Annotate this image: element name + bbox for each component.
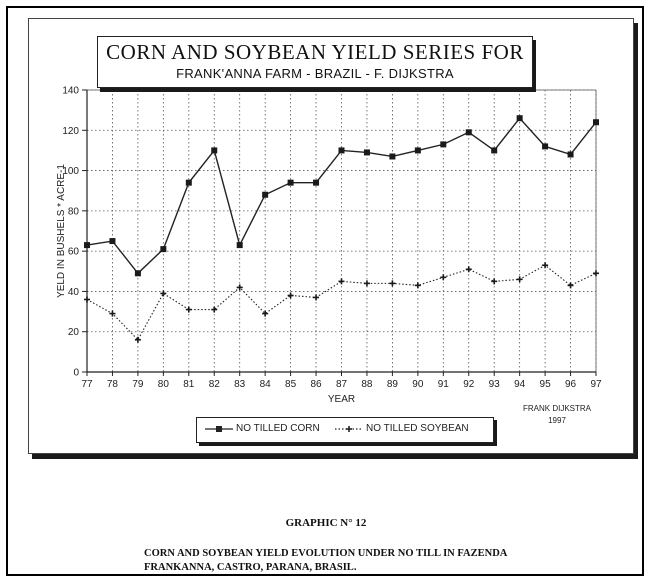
data-point-corn — [185, 179, 192, 186]
data-point-corn — [414, 147, 421, 154]
data-point-soybean — [109, 310, 116, 317]
data-point-soybean — [363, 280, 370, 287]
credit-year: 1997 — [548, 416, 566, 425]
data-point-soybean — [211, 306, 218, 313]
data-point-corn — [211, 147, 218, 154]
x-tick-label: 78 — [107, 379, 119, 390]
chart-frame — [28, 18, 634, 454]
y-tick-label: 100 — [62, 166, 79, 177]
data-point-corn — [262, 191, 269, 198]
x-axis-label: YEAR — [328, 394, 355, 405]
data-point-soybean — [160, 290, 167, 297]
legend-square-marker-icon — [205, 425, 233, 432]
data-point-soybean — [440, 274, 447, 281]
y-tick-label: 60 — [68, 247, 80, 258]
caption-line-1: CORN AND SOYBEAN YIELD EVOLUTION UNDER N… — [144, 548, 508, 559]
y-tick-label: 0 — [73, 368, 79, 379]
data-point-soybean — [313, 294, 320, 301]
caption-line-2: FRANKANNA, CASTRO, PARANA, BRASIL. — [144, 562, 357, 573]
x-tick-label: 95 — [540, 379, 552, 390]
y-tick-label: 40 — [68, 287, 80, 298]
data-point-corn — [160, 246, 167, 253]
x-tick-label: 96 — [565, 379, 577, 390]
x-tick-label: 92 — [463, 379, 475, 390]
data-point-soybean — [567, 282, 574, 289]
legend-item-corn: NO TILLED CORN — [205, 423, 320, 434]
x-tick-label: 86 — [310, 379, 322, 390]
data-point-corn — [236, 242, 243, 249]
chart-legend: NO TILLED CORN NO TILLED SOYBEAN — [196, 417, 494, 443]
legend-item-soybean: NO TILLED SOYBEAN — [335, 423, 469, 434]
data-point-soybean — [185, 306, 192, 313]
data-point-soybean — [542, 262, 549, 269]
y-tick-label: 140 — [62, 86, 79, 97]
data-point-soybean — [491, 278, 498, 285]
data-point-soybean — [516, 276, 523, 283]
y-tick-label: 80 — [68, 206, 80, 217]
x-tick-label: 90 — [412, 379, 424, 390]
legend-label-soybean: NO TILLED SOYBEAN — [366, 423, 469, 434]
data-point-corn — [134, 270, 141, 277]
data-point-corn — [363, 149, 370, 156]
y-tick-label: 20 — [68, 327, 80, 338]
chart-title: CORN AND SOYBEAN YIELD SERIES FOR — [106, 40, 524, 64]
x-tick-label: 87 — [336, 379, 348, 390]
data-point-corn — [84, 242, 90, 249]
data-point-soybean — [236, 284, 243, 291]
x-tick-label: 79 — [132, 379, 144, 390]
legend-plus-marker-icon — [335, 425, 363, 432]
x-tick-label: 82 — [209, 379, 221, 390]
data-point-corn — [389, 153, 396, 160]
data-point-corn — [338, 147, 345, 154]
y-tick-label: 120 — [62, 126, 79, 137]
data-point-soybean — [414, 282, 421, 289]
data-point-soybean — [287, 292, 294, 299]
caption-title: GRAPHIC N° 12 — [285, 517, 367, 529]
x-tick-label: 94 — [514, 379, 526, 390]
x-tick-label: 85 — [285, 379, 297, 390]
data-point-corn — [465, 129, 472, 136]
data-point-soybean — [134, 336, 141, 343]
x-tick-label: 77 — [81, 379, 93, 390]
author-credit: FRANK DIJKSTRA 1997 — [512, 403, 602, 427]
data-point-corn — [593, 119, 599, 126]
data-point-soybean — [338, 278, 345, 285]
data-point-corn — [516, 115, 523, 122]
x-tick-label: 84 — [260, 379, 272, 390]
data-point-corn — [313, 179, 320, 186]
data-point-corn — [440, 141, 447, 148]
data-point-soybean — [593, 270, 599, 277]
data-point-soybean — [262, 310, 269, 317]
data-point-soybean — [389, 280, 396, 287]
chart-title-box: CORN AND SOYBEAN YIELD SERIES FOR FRANK'… — [97, 36, 533, 88]
data-point-corn — [287, 179, 294, 186]
x-tick-label: 88 — [361, 379, 373, 390]
caption-text: CORN AND SOYBEAN YIELD EVOLUTION UNDER N… — [144, 547, 644, 575]
x-tick-label: 89 — [387, 379, 399, 390]
x-tick-label: 93 — [489, 379, 501, 390]
x-tick-label: 80 — [158, 379, 170, 390]
x-tick-label: 83 — [234, 379, 246, 390]
x-tick-label: 97 — [590, 379, 602, 390]
data-point-soybean — [84, 296, 90, 303]
data-point-corn — [491, 147, 498, 154]
chart-subtitle: FRANK'ANNA FARM - BRAZIL - F. DIJKSTRA — [176, 66, 454, 81]
y-axis-label: YELD IN BUSHELS * ACRE-1 — [56, 164, 67, 298]
legend-label-corn: NO TILLED CORN — [236, 423, 320, 434]
data-point-corn — [567, 151, 574, 158]
x-tick-label: 81 — [183, 379, 195, 390]
credit-name: FRANK DIJKSTRA — [522, 404, 591, 413]
data-point-soybean — [465, 266, 472, 273]
data-point-corn — [109, 238, 116, 245]
x-tick-label: 91 — [438, 379, 450, 390]
data-point-corn — [542, 143, 549, 150]
